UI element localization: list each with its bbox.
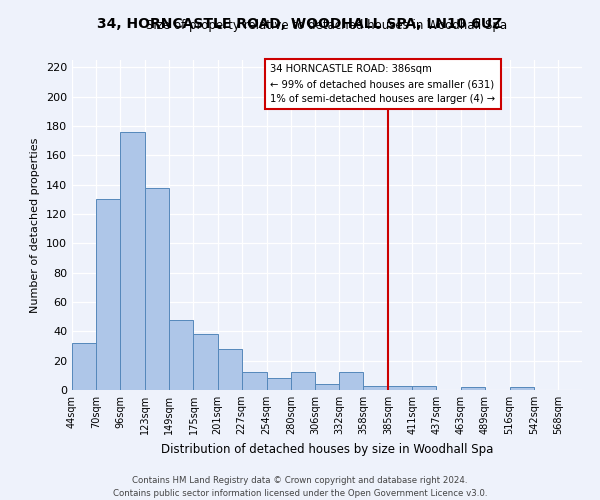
Bar: [267, 378, 291, 390]
Text: 34, HORNCASTLE ROAD, WOODHALL SPA, LN10 6UZ: 34, HORNCASTLE ROAD, WOODHALL SPA, LN10 …: [97, 18, 503, 32]
Bar: [509, 387, 534, 390]
Text: 34 HORNCASTLE ROAD: 386sqm
← 99% of detached houses are smaller (631)
1% of semi: 34 HORNCASTLE ROAD: 386sqm ← 99% of deta…: [271, 64, 496, 104]
Bar: [363, 386, 388, 390]
Bar: [120, 132, 145, 390]
Bar: [461, 387, 485, 390]
Bar: [145, 188, 169, 390]
Bar: [339, 372, 363, 390]
Bar: [193, 334, 218, 390]
X-axis label: Distribution of detached houses by size in Woodhall Spa: Distribution of detached houses by size …: [161, 442, 493, 456]
Text: Contains HM Land Registry data © Crown copyright and database right 2024.
Contai: Contains HM Land Registry data © Crown c…: [113, 476, 487, 498]
Bar: [412, 386, 436, 390]
Bar: [242, 372, 267, 390]
Bar: [96, 200, 120, 390]
Bar: [291, 372, 315, 390]
Y-axis label: Number of detached properties: Number of detached properties: [31, 138, 40, 312]
Bar: [169, 320, 193, 390]
Bar: [218, 349, 242, 390]
Bar: [388, 386, 412, 390]
Title: Size of property relative to detached houses in Woodhall Spa: Size of property relative to detached ho…: [146, 20, 508, 32]
Bar: [72, 343, 96, 390]
Bar: [315, 384, 339, 390]
